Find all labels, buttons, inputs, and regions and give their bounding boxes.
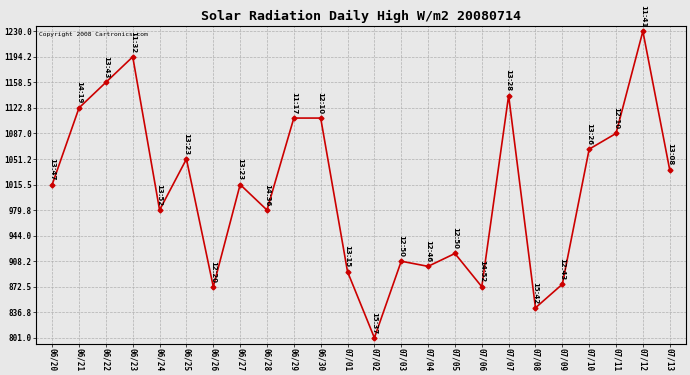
Text: 13:23: 13:23	[184, 133, 190, 155]
Text: 12:50: 12:50	[452, 227, 458, 249]
Text: 12:43: 12:43	[560, 258, 565, 280]
Title: Solar Radiation Daily High W/m2 20080714: Solar Radiation Daily High W/m2 20080714	[201, 10, 521, 23]
Text: 13:52: 13:52	[157, 184, 163, 206]
Text: 13:08: 13:08	[667, 144, 673, 166]
Text: 14:36: 14:36	[264, 184, 270, 206]
Text: 12:46: 12:46	[425, 240, 431, 262]
Text: 13:47: 13:47	[49, 158, 55, 180]
Text: 12:20: 12:20	[210, 261, 216, 282]
Text: 12:50: 12:50	[398, 235, 404, 257]
Text: 11:32: 11:32	[130, 30, 136, 52]
Text: 13:23: 13:23	[237, 158, 243, 180]
Text: 13:28: 13:28	[506, 69, 511, 92]
Text: 15:42: 15:42	[533, 282, 538, 304]
Text: 13:43: 13:43	[103, 56, 109, 78]
Text: 12:10: 12:10	[317, 92, 324, 114]
Text: 13:15: 13:15	[344, 245, 351, 267]
Text: 15:37: 15:37	[371, 312, 377, 334]
Text: 14:52: 14:52	[479, 260, 485, 282]
Text: 11:41: 11:41	[640, 5, 646, 27]
Text: 11:17: 11:17	[291, 92, 297, 114]
Text: 12:10: 12:10	[613, 107, 619, 129]
Text: 14:19: 14:19	[76, 81, 82, 104]
Text: 13:26: 13:26	[586, 123, 592, 145]
Text: Copyright 2008 Cartronics.com: Copyright 2008 Cartronics.com	[39, 32, 148, 37]
